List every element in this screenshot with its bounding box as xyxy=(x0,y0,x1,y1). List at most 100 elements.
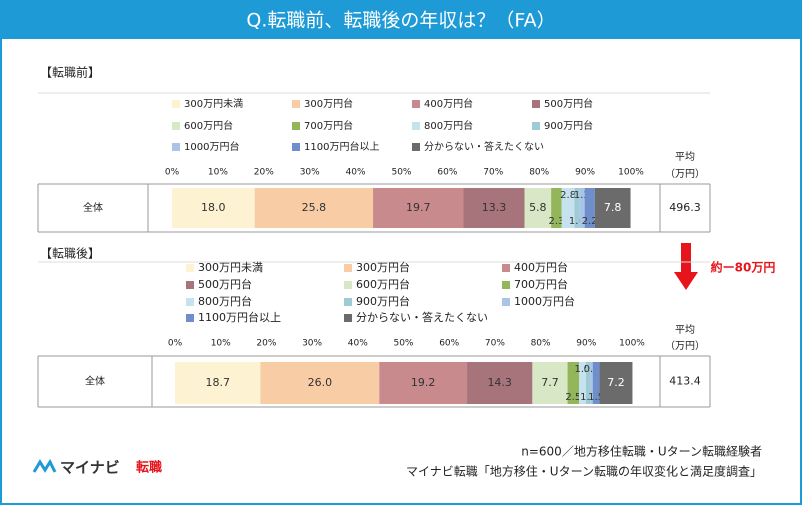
bar-segment xyxy=(592,362,600,404)
value-label: 1.2 xyxy=(574,190,590,201)
legend-swatch xyxy=(186,314,194,322)
bar-segment xyxy=(524,188,552,228)
x-tick-label: 20% xyxy=(256,339,276,349)
value-label: 2.5 xyxy=(565,392,581,403)
legend-swatch xyxy=(292,122,300,130)
legend-label: 900万円台 xyxy=(356,294,410,308)
bar-segment xyxy=(463,188,525,228)
bar-segment xyxy=(579,188,585,228)
section-title: 【転職前】 xyxy=(40,65,100,80)
legend-swatch xyxy=(532,122,540,130)
logo-brand: マイナビ xyxy=(60,459,120,477)
legend-label: 600万円台 xyxy=(184,119,233,132)
legend-swatch xyxy=(344,314,352,322)
value-label: 18.7 xyxy=(205,376,230,389)
legend-label: 1100万円台以上 xyxy=(198,310,281,324)
bar-segment xyxy=(561,188,575,228)
value-label: 5.8 xyxy=(529,201,547,214)
x-tick-label: 100% xyxy=(619,339,645,349)
legend-swatch xyxy=(186,281,194,289)
avg-unit: （万円） xyxy=(665,168,705,180)
x-tick-label: 100% xyxy=(618,168,644,178)
legend-label: 300万円台 xyxy=(304,97,353,110)
value-label: 26.0 xyxy=(308,376,333,389)
legend-swatch xyxy=(292,100,300,108)
bar-segment xyxy=(254,188,374,228)
value-label: 1.0 xyxy=(569,216,585,227)
legend-swatch xyxy=(292,143,300,151)
arrow xyxy=(674,243,698,290)
legend-swatch xyxy=(502,281,510,289)
value-label: 19.7 xyxy=(406,201,431,214)
bar-segment xyxy=(567,362,579,404)
bar-segment xyxy=(594,188,631,228)
bar-segment xyxy=(578,362,586,404)
x-tick-label: 70% xyxy=(485,339,505,349)
legend-label: 400万円台 xyxy=(514,260,568,274)
x-tick-label: 70% xyxy=(483,168,503,178)
legend-swatch xyxy=(502,264,510,272)
value-label: 19.2 xyxy=(411,376,436,389)
avg-value: 413.4 xyxy=(669,375,701,388)
legend-label: 700万円台 xyxy=(514,277,568,291)
bar-segment xyxy=(260,362,380,404)
x-tick-label: 90% xyxy=(575,168,595,178)
avg-label: 平均 xyxy=(675,151,695,163)
bar-segment xyxy=(599,362,633,404)
x-tick-label: 30% xyxy=(300,168,320,178)
header-bar xyxy=(1,1,801,39)
logo-mark xyxy=(32,458,57,473)
footer-source: マイナビ転職「地方移住・Uターン転職の年収変化と満足度調査」 xyxy=(406,464,762,479)
x-tick-label: 80% xyxy=(531,339,551,349)
value-label: 25.8 xyxy=(302,201,327,214)
legend-swatch xyxy=(344,264,352,272)
value-label: 18.0 xyxy=(201,201,226,214)
legend-label: 700万円台 xyxy=(304,119,353,132)
value-label: 1.0 xyxy=(580,392,596,403)
section-title: 【転職後】 xyxy=(40,247,100,261)
x-tick-label: 20% xyxy=(254,168,274,178)
legend-label: 300万円未満 xyxy=(184,98,243,110)
bar-segment xyxy=(574,188,580,228)
legend-swatch xyxy=(412,100,420,108)
legend-swatch xyxy=(502,298,510,306)
legend-label: 1000万円台 xyxy=(514,294,575,308)
legend-label: 400万円台 xyxy=(424,97,473,110)
avg-unit: （万円） xyxy=(665,340,705,352)
legend-label: 300万円台 xyxy=(356,260,410,274)
legend-swatch xyxy=(412,122,420,130)
avg-value: 496.3 xyxy=(669,201,701,214)
x-tick-label: 40% xyxy=(346,168,366,178)
x-tick-label: 0% xyxy=(168,339,183,349)
x-tick-label: 0% xyxy=(165,168,180,178)
legend-swatch xyxy=(532,100,540,108)
legend-swatch xyxy=(412,143,420,151)
value-label: 7.7 xyxy=(541,376,559,389)
bar-segment xyxy=(585,362,591,404)
legend-label: 800万円台 xyxy=(424,119,473,132)
bar-segment xyxy=(172,188,255,228)
value-label: 14.3 xyxy=(487,376,512,389)
x-tick-label: 60% xyxy=(439,339,459,349)
value-label: 2.2 xyxy=(582,216,598,227)
value-label: 0.5 xyxy=(584,364,600,375)
legend-label: 900万円台 xyxy=(544,119,593,132)
x-tick-label: 90% xyxy=(576,339,596,349)
x-tick-label: 10% xyxy=(208,168,228,178)
legend-label: 600万円台 xyxy=(356,277,410,291)
legend-swatch xyxy=(186,264,194,272)
bar-segment xyxy=(584,188,595,228)
legend-label: 分からない・答えたくない xyxy=(356,310,488,324)
x-tick-label: 40% xyxy=(348,339,368,349)
bar-segment xyxy=(175,362,261,404)
x-tick-label: 80% xyxy=(529,168,549,178)
legend-label: 分からない・答えたくない xyxy=(424,140,544,153)
value-label: 7.2 xyxy=(607,376,625,389)
value-label: 2.8 xyxy=(560,190,576,201)
value-label: 1.5 xyxy=(574,364,590,375)
legend-label: 1000万円台 xyxy=(184,140,239,153)
footer-note: n=600／地方移住転職・Uターン転職経験者 xyxy=(521,444,762,459)
bar-segment xyxy=(532,362,568,404)
